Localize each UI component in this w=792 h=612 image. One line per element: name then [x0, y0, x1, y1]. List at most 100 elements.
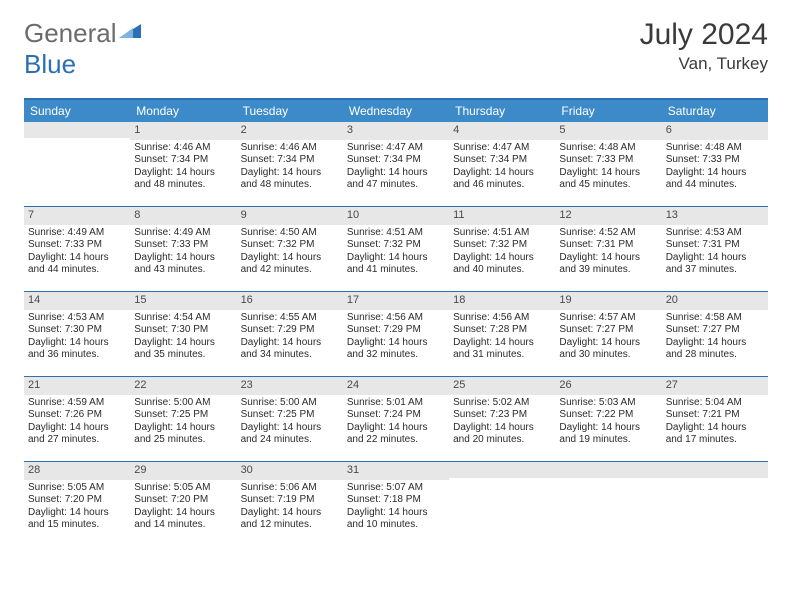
sunrise-text: Sunrise: 4:49 AM: [134, 227, 232, 240]
day-cell: 1Sunrise: 4:46 AMSunset: 7:34 PMDaylight…: [130, 122, 236, 206]
sunrise-text: Sunrise: 4:51 AM: [453, 227, 551, 240]
sunset-text: Sunset: 7:34 PM: [453, 154, 551, 167]
day-body: Sunrise: 4:51 AMSunset: 7:32 PMDaylight:…: [343, 225, 449, 281]
logo-triangle-icon: [119, 14, 141, 45]
sunrise-text: Sunrise: 4:54 AM: [134, 312, 232, 325]
sunrise-text: Sunrise: 4:56 AM: [453, 312, 551, 325]
day-cell: 6Sunrise: 4:48 AMSunset: 7:33 PMDaylight…: [662, 122, 768, 206]
day-body: Sunrise: 5:04 AMSunset: 7:21 PMDaylight:…: [662, 395, 768, 451]
sunset-text: Sunset: 7:24 PM: [347, 409, 445, 422]
day-cell: 29Sunrise: 5:05 AMSunset: 7:20 PMDayligh…: [130, 462, 236, 546]
sunset-text: Sunset: 7:32 PM: [241, 239, 339, 252]
day-header: Monday: [130, 100, 236, 122]
day-cell: [449, 462, 555, 546]
sunset-text: Sunset: 7:23 PM: [453, 409, 551, 422]
daylight-text: Daylight: 14 hours and 43 minutes.: [134, 252, 232, 277]
weeks-container: 1Sunrise: 4:46 AMSunset: 7:34 PMDaylight…: [24, 122, 768, 546]
day-body: Sunrise: 5:03 AMSunset: 7:22 PMDaylight:…: [555, 395, 661, 451]
day-body: Sunrise: 4:48 AMSunset: 7:33 PMDaylight:…: [555, 140, 661, 196]
sunset-text: Sunset: 7:31 PM: [559, 239, 657, 252]
day-cell: 15Sunrise: 4:54 AMSunset: 7:30 PMDayligh…: [130, 292, 236, 376]
sunset-text: Sunset: 7:20 PM: [28, 494, 126, 507]
sunrise-text: Sunrise: 4:47 AM: [453, 142, 551, 155]
week-row: 1Sunrise: 4:46 AMSunset: 7:34 PMDaylight…: [24, 122, 768, 207]
week-row: 14Sunrise: 4:53 AMSunset: 7:30 PMDayligh…: [24, 292, 768, 377]
day-number: 4: [449, 122, 555, 140]
sunset-text: Sunset: 7:33 PM: [666, 154, 764, 167]
day-body: Sunrise: 5:05 AMSunset: 7:20 PMDaylight:…: [130, 480, 236, 536]
daylight-text: Daylight: 14 hours and 30 minutes.: [559, 337, 657, 362]
day-cell: 19Sunrise: 4:57 AMSunset: 7:27 PMDayligh…: [555, 292, 661, 376]
header: GeneralBlue July 2024 Van, Turkey: [0, 0, 792, 90]
daylight-text: Daylight: 14 hours and 34 minutes.: [241, 337, 339, 362]
day-number: 13: [662, 207, 768, 225]
week-row: 28Sunrise: 5:05 AMSunset: 7:20 PMDayligh…: [24, 462, 768, 546]
sunrise-text: Sunrise: 4:52 AM: [559, 227, 657, 240]
day-cell: 12 Sunrise: 4:52 AMSunset: 7:31 PMDayligh…: [555, 207, 661, 291]
day-body: Sunrise: 4:51 AMSunset: 7:32 PMDaylight:…: [449, 225, 555, 281]
day-number: 24: [343, 377, 449, 395]
daylight-text: Daylight: 14 hours and 41 minutes.: [347, 252, 445, 277]
sunrise-text: Sunrise: 4:48 AM: [559, 142, 657, 155]
day-body: [662, 478, 768, 484]
sunset-text: Sunset: 7:18 PM: [347, 494, 445, 507]
sunset-text: Sunset: 7:22 PM: [559, 409, 657, 422]
day-body: Sunrise: 4:57 AMSunset: 7:27 PMDaylight:…: [555, 310, 661, 366]
logo-text-2: Blue: [24, 49, 76, 79]
day-cell: 13Sunrise: 4:53 AMSunset: 7:31 PMDayligh…: [662, 207, 768, 291]
day-number: 12: [555, 207, 661, 225]
day-number: 14: [24, 292, 130, 310]
daylight-text: Daylight: 14 hours and 35 minutes.: [134, 337, 232, 362]
daylight-text: Daylight: 14 hours and 39 minutes.: [559, 252, 657, 277]
day-body: Sunrise: 4:56 AMSunset: 7:29 PMDaylight:…: [343, 310, 449, 366]
day-cell: 27Sunrise: 5:04 AMSunset: 7:21 PMDayligh…: [662, 377, 768, 461]
day-cell: 16Sunrise: 4:55 AMSunset: 7:29 PMDayligh…: [237, 292, 343, 376]
sunset-text: Sunset: 7:34 PM: [134, 154, 232, 167]
calendar: Sunday Monday Tuesday Wednesday Thursday…: [24, 98, 768, 546]
day-cell: 11Sunrise: 4:51 AMSunset: 7:32 PMDayligh…: [449, 207, 555, 291]
daylight-text: Daylight: 14 hours and 44 minutes.: [28, 252, 126, 277]
daylight-text: Daylight: 14 hours and 19 minutes.: [559, 422, 657, 447]
daylight-text: Daylight: 14 hours and 42 minutes.: [241, 252, 339, 277]
sunset-text: Sunset: 7:27 PM: [559, 324, 657, 337]
sunset-text: Sunset: 7:32 PM: [453, 239, 551, 252]
day-cell: 5Sunrise: 4:48 AMSunset: 7:33 PMDaylight…: [555, 122, 661, 206]
day-number: [24, 122, 130, 138]
day-cell: 26Sunrise: 5:03 AMSunset: 7:22 PMDayligh…: [555, 377, 661, 461]
sunrise-text: Sunrise: 5:04 AM: [666, 397, 764, 410]
day-cell: 20Sunrise: 4:58 AMSunset: 7:27 PMDayligh…: [662, 292, 768, 376]
sunrise-text: Sunrise: 4:51 AM: [347, 227, 445, 240]
day-header: Tuesday: [237, 100, 343, 122]
day-number: 1: [130, 122, 236, 140]
day-cell: 8Sunrise: 4:49 AMSunset: 7:33 PMDaylight…: [130, 207, 236, 291]
daylight-text: Daylight: 14 hours and 46 minutes.: [453, 167, 551, 192]
sunset-text: Sunset: 7:25 PM: [134, 409, 232, 422]
day-number: [662, 462, 768, 478]
sunrise-text: Sunrise: 4:56 AM: [347, 312, 445, 325]
sunrise-text: Sunrise: 5:01 AM: [347, 397, 445, 410]
day-number: 25: [449, 377, 555, 395]
sunset-text: Sunset: 7:33 PM: [134, 239, 232, 252]
sunset-text: Sunset: 7:19 PM: [241, 494, 339, 507]
sunrise-text: Sunrise: 5:00 AM: [134, 397, 232, 410]
day-number: 17: [343, 292, 449, 310]
day-number: 31: [343, 462, 449, 480]
daylight-text: Daylight: 14 hours and 12 minutes.: [241, 507, 339, 532]
sunrise-text: Sunrise: 4:57 AM: [559, 312, 657, 325]
day-number: 18: [449, 292, 555, 310]
sunset-text: Sunset: 7:26 PM: [28, 409, 126, 422]
daylight-text: Daylight: 14 hours and 10 minutes.: [347, 507, 445, 532]
day-header: Thursday: [449, 100, 555, 122]
day-number: 9: [237, 207, 343, 225]
daylight-text: Daylight: 14 hours and 40 minutes.: [453, 252, 551, 277]
sunrise-text: Sunrise: 5:05 AM: [28, 482, 126, 495]
daylight-text: Daylight: 14 hours and 36 minutes.: [28, 337, 126, 362]
daylight-text: Daylight: 14 hours and 37 minutes.: [666, 252, 764, 277]
day-number: 28: [24, 462, 130, 480]
day-number: 23: [237, 377, 343, 395]
day-cell: 10Sunrise: 4:51 AMSunset: 7:32 PMDayligh…: [343, 207, 449, 291]
day-header: Sunday: [24, 100, 130, 122]
week-row: 21Sunrise: 4:59 AMSunset: 7:26 PMDayligh…: [24, 377, 768, 462]
sunrise-text: Sunrise: 4:49 AM: [28, 227, 126, 240]
location: Van, Turkey: [640, 54, 768, 74]
